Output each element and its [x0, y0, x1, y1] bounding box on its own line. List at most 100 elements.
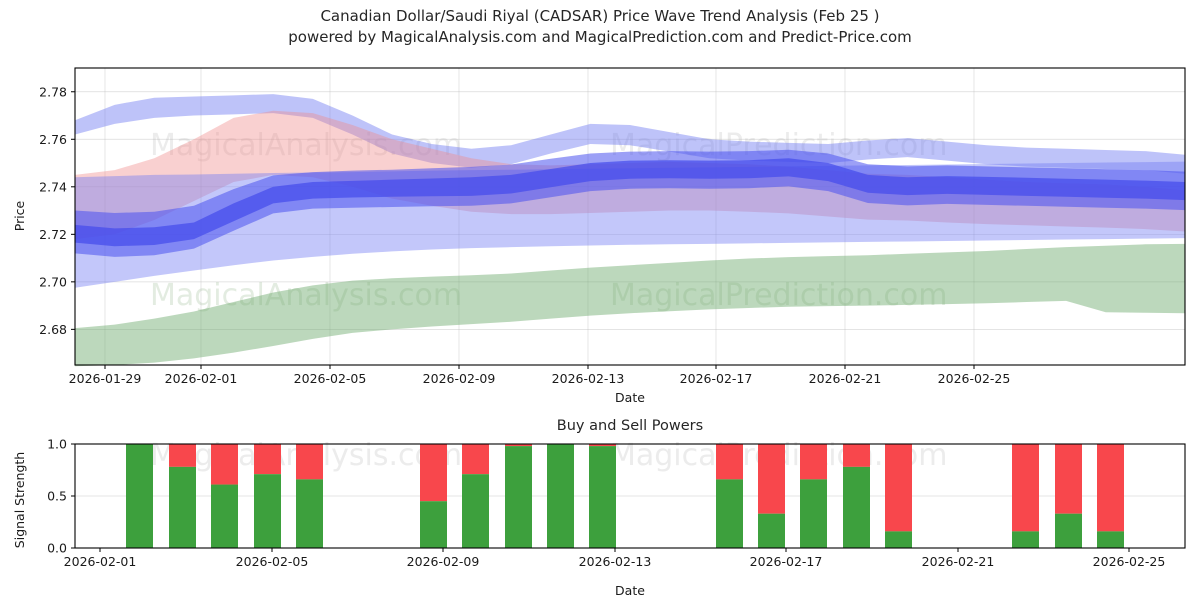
- power-bar-group: [126, 444, 1124, 548]
- power-bar: [716, 444, 743, 548]
- power-y-tick-label: 0.0: [47, 541, 67, 556]
- price-tick-group: 2.68 2.70 2.72 2.74 2.76 2.78 2026-01-29 2026-0…: [39, 84, 1010, 386]
- power-bar: [1055, 444, 1082, 548]
- power-bar: [589, 444, 616, 548]
- power-bar-sell: [169, 444, 196, 467]
- power-bar-sell: [254, 444, 281, 475]
- power-bar-buy: [843, 466, 870, 548]
- power-bar-buy: [1097, 531, 1124, 548]
- power-bar-buy: [126, 444, 153, 548]
- price-x-tick-label: 2026-02-25: [938, 371, 1011, 386]
- price-x-tick-label: 2026-02-01: [165, 371, 238, 386]
- power-bar: [1097, 444, 1124, 548]
- power-bar: [126, 444, 153, 548]
- power-bar: [505, 444, 532, 548]
- power-bar: [462, 444, 489, 548]
- watermark-text: MagicalPrediction.com: [610, 278, 948, 313]
- power-bar-buy: [1055, 513, 1082, 548]
- power-bar: [547, 444, 574, 548]
- watermark-text: MagicalAnalysis.com: [150, 128, 462, 163]
- power-bar: [885, 444, 912, 548]
- power-bar-buy: [885, 531, 912, 548]
- power-bar-sell: [211, 444, 238, 485]
- price-y-tick-label: 2.76: [39, 132, 67, 147]
- power-bar-sell: [800, 444, 827, 480]
- price-x-tick-label: 2026-02-13: [552, 371, 625, 386]
- power-bar-buy: [296, 479, 323, 548]
- price-y-tick-label: 2.72: [39, 227, 67, 242]
- power-bar: [843, 444, 870, 548]
- price-x-tick-label: 2026-02-09: [423, 371, 496, 386]
- power-bar-sell: [505, 444, 532, 447]
- power-bar-sell: [589, 444, 616, 447]
- power-bar-buy: [547, 444, 574, 548]
- power-x-tick-label: 2026-02-05: [236, 554, 309, 569]
- power-bar-sell: [1012, 444, 1039, 532]
- power-bar-buy: [169, 466, 196, 548]
- power-bar-buy: [716, 479, 743, 548]
- price-x-tick-label: 2026-01-29: [69, 371, 142, 386]
- power-bar-buy: [800, 479, 827, 548]
- power-bar-buy: [1012, 531, 1039, 548]
- price-x-tick-label: 2026-02-05: [294, 371, 367, 386]
- power-y-axis-label: Signal Strength: [12, 452, 27, 548]
- price-x-axis-label: Date: [615, 390, 645, 405]
- price-band-green-support-band: [75, 243, 1185, 367]
- power-bar: [169, 444, 196, 548]
- watermark-text: MagicalAnalysis.com: [150, 278, 462, 313]
- power-x-tick-label: 2026-02-13: [579, 554, 652, 569]
- power-bar-buy: [589, 446, 616, 548]
- power-chart-title: Buy and Sell Powers: [557, 418, 703, 434]
- power-bar: [800, 444, 827, 548]
- power-bar: [211, 444, 238, 548]
- price-watermark-group: MagicalAnalysis.com MagicalPrediction.com…: [150, 128, 948, 313]
- power-bar-buy: [254, 474, 281, 548]
- price-y-tick-label: 2.70: [39, 274, 67, 289]
- power-bar-sell: [296, 444, 323, 480]
- price-y-tick-label: 2.78: [39, 84, 67, 99]
- price-band-blue-mid-band: [75, 149, 1185, 257]
- power-bar-buy: [758, 513, 785, 548]
- price-y-tick-label: 2.74: [39, 179, 67, 194]
- power-bar-sell: [716, 444, 743, 480]
- price-band-blue-outer-upper-band: [75, 94, 1185, 174]
- power-y-tick-label: 0.5: [47, 489, 67, 504]
- price-y-axis-label: Price: [12, 200, 27, 231]
- price-axis-frame: [74, 67, 1186, 366]
- power-bar: [296, 444, 323, 548]
- buy-sell-powers-chart: MagicalAnalysis.comMagicalPrediction.com…: [12, 418, 1186, 598]
- power-bar: [758, 444, 785, 548]
- power-y-tick-label: 1.0: [47, 437, 67, 452]
- price-y-tick-label: 2.68: [39, 322, 67, 337]
- power-bar: [420, 444, 447, 548]
- power-bar-sell: [1097, 444, 1124, 532]
- power-bar-buy: [462, 474, 489, 548]
- page-title: Canadian Dollar/Saudi Riyal (CADSAR) Pri…: [0, 6, 1200, 48]
- power-bar: [1012, 444, 1039, 548]
- power-bar-sell: [885, 444, 912, 532]
- price-band-group: [75, 94, 1185, 367]
- power-x-tick-label: 2026-02-17: [750, 554, 823, 569]
- power-bar-buy: [211, 484, 238, 548]
- power-x-tick-label: 2026-02-09: [407, 554, 480, 569]
- power-bar-sell: [462, 444, 489, 475]
- title-line-1: Canadian Dollar/Saudi Riyal (CADSAR) Pri…: [320, 7, 880, 25]
- power-bar-buy: [420, 501, 447, 548]
- title-line-2: powered by MagicalAnalysis.com and Magic…: [288, 28, 912, 46]
- price-x-tick-label: 2026-02-21: [809, 371, 882, 386]
- price-plot-frame: [74, 67, 1186, 366]
- price-wave-chart: MagicalAnalysis.com MagicalPrediction.com…: [12, 67, 1186, 405]
- power-tick-group: 0.0 0.5 1.0 2026-02-01 2026-02-05 2026-02-09 2…: [47, 437, 1165, 570]
- power-bar-sell: [1055, 444, 1082, 514]
- power-x-axis-label: Date: [615, 583, 645, 598]
- power-bar-sell: [420, 444, 447, 502]
- power-bar-sell: [843, 444, 870, 467]
- power-x-tick-label: 2026-02-21: [922, 554, 995, 569]
- power-x-tick-label: 2026-02-25: [1093, 554, 1166, 569]
- power-bar-buy: [505, 446, 532, 548]
- power-bar-sell: [758, 444, 785, 514]
- power-bar: [254, 444, 281, 548]
- price-x-tick-label: 2026-02-17: [680, 371, 753, 386]
- power-x-tick-label: 2026-02-01: [64, 554, 137, 569]
